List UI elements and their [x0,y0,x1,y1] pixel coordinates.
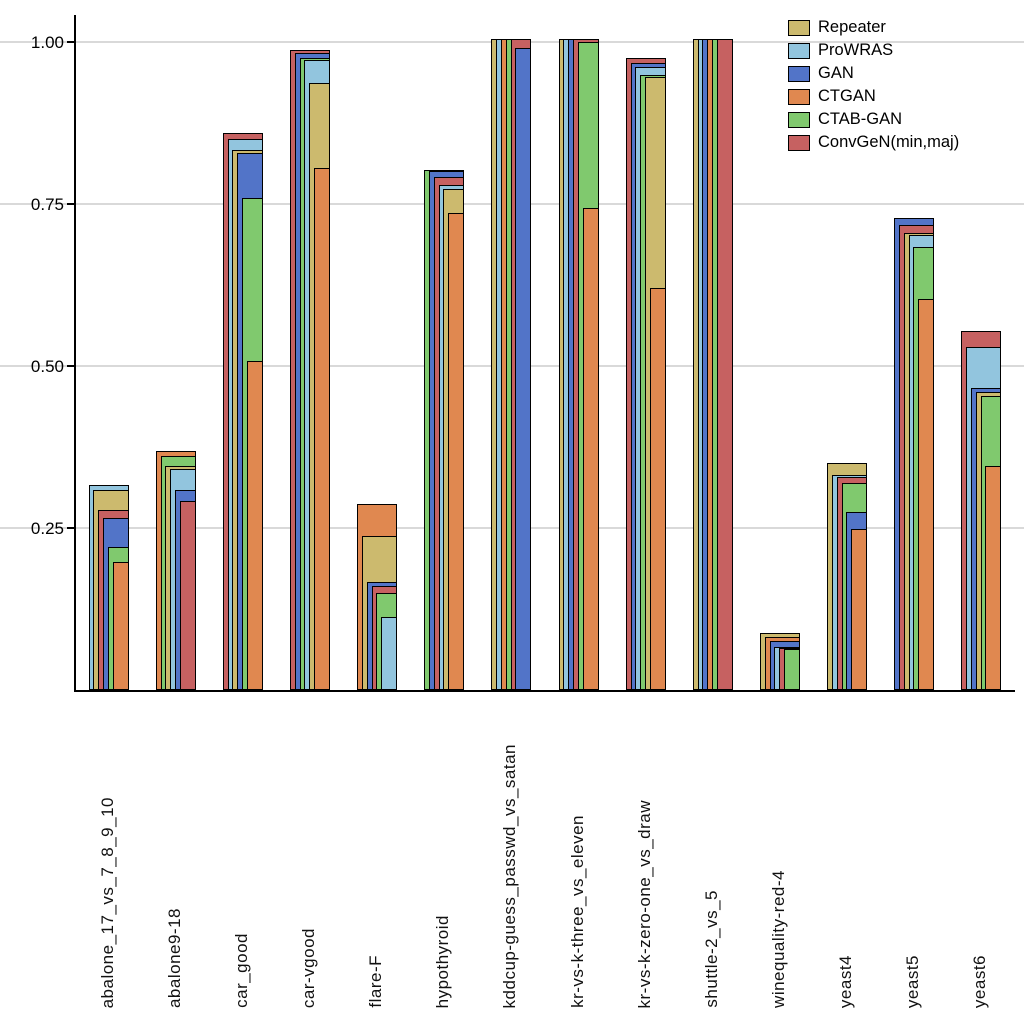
x-tick-label: hypothyroid [433,914,453,1008]
x-tick-label: kr-vs-k-zero-one_vs_draw [634,799,654,1009]
y-tick-label: 1.00 [30,33,64,52]
legend-label: CTGAN [818,87,876,105]
legend-label: ProWRAS [818,41,894,59]
x-tick-label: yeast6 [970,954,990,1008]
x-tick-label: shuttle-2_vs_5 [701,890,721,1008]
legend: Repeater ProWRAS GAN CTGAN CTAB-GAN ConvGeN(m… [788,16,959,154]
legend-swatch-icon [788,19,810,36]
bar-ConvGeN [716,38,733,690]
y-tick [67,41,74,43]
y-axis-line [74,15,76,692]
y-tick-label: 0.50 [30,357,64,376]
y-tick [67,527,74,529]
legend-item-ConvGeN: ConvGeN(min,maj) [788,131,959,154]
y-tick [67,203,74,205]
bar-CTGAN [649,288,666,690]
legend-swatch-icon [788,42,810,59]
bar-CTGAN [985,465,1002,690]
x-tick-label: car-vgood [299,927,318,1008]
legend-item-GAN: GAN [788,62,959,85]
legend-item-CTAB-GAN: CTAB-GAN [788,108,959,131]
bar-GAN [515,48,532,690]
legend-label: ConvGeN(min,maj) [818,133,960,151]
legend-label: CTAB-GAN [818,110,903,128]
legend-label: Repeater [818,18,886,36]
bar-CTGAN [246,360,263,690]
legend-item-ProWRAS: ProWRAS [788,39,959,62]
legend-swatch-icon [788,88,810,105]
x-tick-label: yeast4 [836,954,856,1008]
bar-CTGAN [582,207,599,690]
legend-label: GAN [818,64,854,82]
x-tick-label: abalone_17_vs_7_8_9_10 [97,796,117,1008]
x-tick-label: yeast5 [903,954,923,1008]
legend-swatch-icon [788,65,810,82]
bar-CTGAN [314,167,330,690]
bar-CTGAN [851,529,868,690]
bar-CTGAN [918,298,935,690]
y-tick [67,365,74,367]
x-tick-label: flare-F [366,955,386,1008]
y-tick-label: 0.25 [30,519,64,538]
bar-ConvGeN [179,500,196,690]
x-tick-label: kddcup-guess_passwd_vs_satan [500,743,520,1008]
legend-swatch-icon [788,134,810,151]
legend-item-Repeater: Repeater [788,16,959,39]
x-tick-label: car_good [231,933,251,1008]
x-tick-label: kr-vs-k-three_vs_eleven [567,815,587,1008]
bar-ProWRAS [381,617,398,690]
bar-CTAB-GAN [784,648,800,690]
legend-swatch-icon [788,111,810,128]
x-axis-line [74,690,1015,692]
x-tick-label: winequality-red-4 [769,870,788,1008]
legend-item-CTGAN: CTGAN [788,85,959,108]
y-tick-label: 0.75 [30,195,64,214]
x-tick-label: abalone9-18 [164,907,184,1008]
bar-CTGAN [112,562,129,690]
bar-CTGAN [448,213,465,690]
